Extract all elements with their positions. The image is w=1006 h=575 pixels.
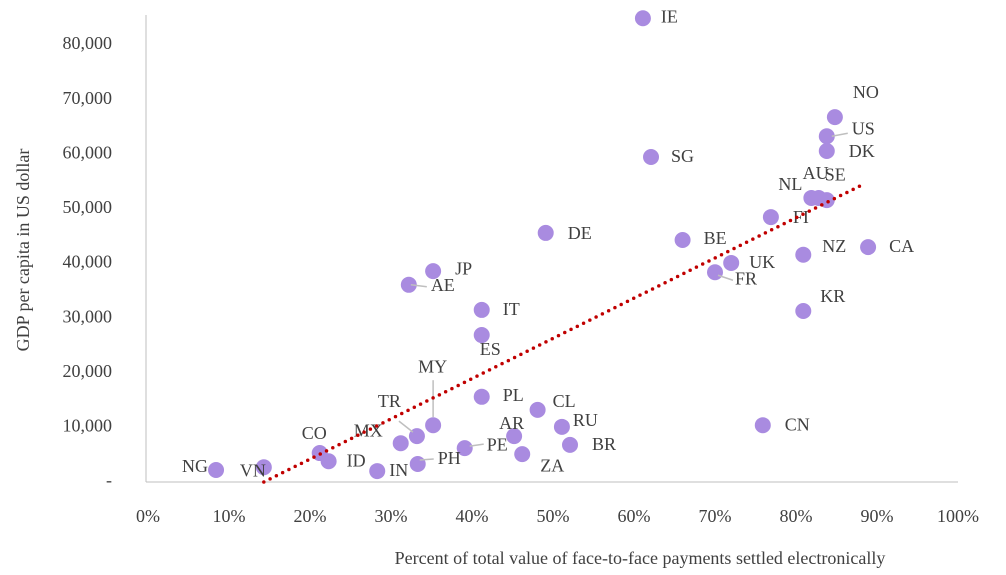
point: [553, 418, 570, 435]
point-label: UK: [749, 252, 775, 272]
point-label: AU: [803, 163, 829, 183]
x-tick-label: 40%: [456, 506, 489, 526]
point: [795, 246, 812, 263]
point-label: IT: [503, 299, 520, 319]
point: [514, 446, 531, 463]
point-label: NZ: [822, 236, 846, 256]
leader-line: [410, 284, 427, 288]
point-label: ES: [480, 339, 501, 359]
point-label: PE: [487, 434, 508, 454]
point-label: US: [852, 118, 875, 138]
point-label: NL: [778, 174, 802, 194]
y-tick-label: 10,000: [63, 416, 113, 436]
x-tick-label: 70%: [699, 506, 732, 526]
point: [506, 428, 523, 445]
x-tick-label: 50%: [537, 506, 570, 526]
point-label: CA: [889, 236, 914, 256]
point: [456, 440, 473, 457]
point: [392, 435, 409, 452]
point: [795, 303, 812, 320]
point: [826, 109, 843, 126]
y-tick-label: 40,000: [63, 252, 113, 272]
point-label: SE: [825, 164, 846, 184]
point: [208, 461, 225, 478]
x-tick-label: 100%: [937, 506, 979, 526]
y-tick-label: -: [106, 470, 112, 490]
y-tick-label: 70,000: [63, 88, 113, 108]
point: [409, 455, 426, 472]
point-label: MY: [418, 356, 447, 376]
x-tick-label: 30%: [375, 506, 408, 526]
point-label: IE: [661, 6, 678, 26]
point: [860, 239, 877, 256]
point: [707, 264, 723, 281]
point-label: KR: [820, 286, 845, 306]
point-label: RU: [573, 410, 598, 430]
point-label: FR: [735, 268, 757, 288]
point-label: MX: [354, 420, 383, 440]
point-label: DK: [849, 141, 875, 161]
x-axis-label: Percent of total value of face-to-face p…: [395, 548, 886, 568]
point-label: ID: [347, 450, 366, 470]
point: [425, 263, 442, 280]
point: [562, 436, 579, 453]
x-tick-label: 60%: [618, 506, 651, 526]
point: [320, 453, 337, 470]
point: [255, 459, 272, 476]
x-tick-label: 10%: [213, 506, 246, 526]
point-label: ZA: [540, 455, 564, 475]
point: [643, 148, 660, 165]
point-label: AR: [499, 413, 524, 433]
point: [537, 224, 554, 241]
point-label: DE: [568, 223, 592, 243]
y-tick-label: 80,000: [63, 33, 113, 53]
leader-line: [398, 420, 414, 433]
point-label: FI: [793, 207, 809, 227]
point-label: BE: [704, 228, 727, 248]
point: [723, 254, 740, 271]
y-axis-label: GDP per capita in US dollar: [13, 149, 33, 352]
trendline: [262, 184, 862, 484]
leader-line: [419, 458, 434, 461]
leader-line: [469, 443, 484, 447]
point-label: CL: [553, 391, 576, 411]
point: [473, 388, 490, 405]
point: [425, 417, 442, 434]
x-tick-label: 0%: [136, 506, 160, 526]
y-tick-label: 50,000: [63, 197, 113, 217]
point: [674, 232, 691, 249]
point: [762, 209, 779, 226]
y-tick-label: 20,000: [63, 361, 113, 381]
point: [634, 10, 651, 27]
point: [400, 276, 417, 293]
y-tick-label: 30,000: [63, 306, 113, 326]
point-label: AE: [431, 275, 455, 295]
point: [369, 463, 386, 480]
point-label: PH: [438, 448, 461, 468]
point: [754, 417, 771, 434]
point-label: BR: [592, 434, 616, 454]
point-label: CO: [302, 423, 327, 443]
x-tick-label: 20%: [294, 506, 327, 526]
point: [473, 327, 490, 344]
point: [818, 142, 835, 159]
point-label: PL: [503, 385, 524, 405]
x-tick-label: 80%: [780, 506, 813, 526]
leader-line: [717, 274, 734, 281]
point: [473, 301, 490, 318]
y-tick-label: 60,000: [63, 142, 113, 162]
point: [529, 401, 546, 418]
leader-line: [831, 132, 848, 137]
point-label: TR: [378, 391, 401, 411]
point-label: IN: [389, 460, 408, 480]
point-label: CN: [785, 414, 810, 434]
point-label: NG: [182, 456, 208, 476]
point-label: JP: [455, 258, 472, 278]
point: [818, 128, 835, 145]
x-tick-label: 90%: [861, 506, 894, 526]
point-label: VN: [240, 460, 266, 480]
point-label: NO: [853, 82, 879, 102]
point-label: SG: [671, 146, 694, 166]
